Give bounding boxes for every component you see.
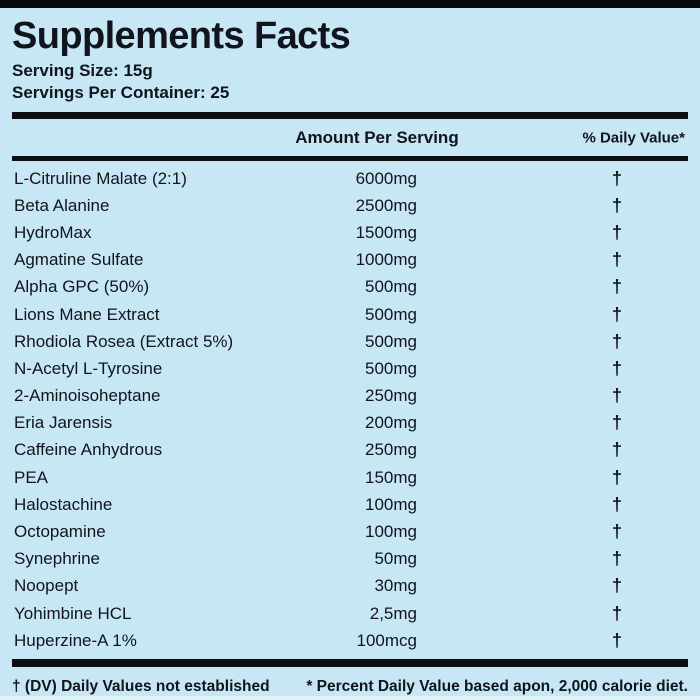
ingredient-amount: 500mg (365, 304, 417, 324)
ingredient-amount: 30mg (374, 576, 417, 596)
table-header-row: Amount Per Serving % Daily Value* (12, 119, 688, 156)
daily-value-dagger: † (611, 304, 622, 325)
serving-size-text: Serving Size: 15g (12, 61, 153, 80)
table-row: N-Acetyl L-Tyrosine 500mg † (12, 355, 688, 382)
ingredient-name: Agmatine Sulfate (14, 250, 144, 270)
ingredient-name: Huperzine-A 1% (14, 630, 137, 650)
daily-value-dagger: † (611, 222, 622, 243)
page-title: Supplements Facts (12, 15, 351, 57)
daily-value-dagger: † (611, 412, 622, 433)
daily-value-dagger: † (611, 575, 622, 596)
ingredient-amount: 500mg (365, 358, 417, 378)
header-divider (12, 156, 688, 161)
ingredient-name: Octopamine (14, 522, 106, 542)
ingredient-amount: 250mg (365, 440, 417, 460)
table-row: Huperzine-A 1% 100mcg † (12, 627, 688, 654)
daily-value-dagger: † (611, 548, 622, 569)
daily-value-dagger: † (611, 630, 622, 651)
ingredient-name: HydroMax (14, 222, 92, 242)
ingredient-name: 2-Aminoisoheptane (14, 386, 161, 406)
daily-value-header: % Daily Value* (582, 129, 685, 146)
table-row: Alpha GPC (50%) 500mg † (12, 274, 688, 301)
table-row: Eria Jarensis 200mg † (12, 410, 688, 437)
ingredient-name: Synephrine (14, 549, 101, 569)
ingredient-amount: 100mg (365, 494, 417, 514)
daily-value-dagger: † (611, 168, 622, 189)
dagger-footnote: † (DV) Daily Values not established (12, 678, 270, 696)
table-row: Agmatine Sulfate 1000mg † (12, 247, 688, 274)
ingredient-amount: 2500mg (355, 195, 417, 215)
table-row: Caffeine Anhydrous 250mg † (12, 437, 688, 464)
ingredient-amount: 100mg (365, 522, 417, 542)
table-row: Rhodiola Rosea (Extract 5%) 500mg † (12, 328, 688, 355)
daily-value-dagger: † (611, 521, 622, 542)
table-row: Lions Mane Extract 500mg † (12, 301, 688, 328)
daily-value-dagger: † (611, 439, 622, 460)
thick-divider-top (12, 112, 688, 119)
footnotes: † (DV) Daily Values not established * Pe… (12, 678, 688, 696)
ingredient-name: Noopept (14, 576, 79, 596)
ingredient-name: Alpha GPC (50%) (14, 277, 150, 297)
ingredient-name: N-Acetyl L-Tyrosine (14, 358, 163, 378)
servings-per-container-text: Servings Per Container: 25 (12, 83, 230, 102)
ingredient-name: Lions Mane Extract (14, 304, 160, 324)
ingredient-amount: 1500mg (355, 222, 417, 242)
table-row: L-Citruline Malate (2:1) 6000mg † (12, 165, 688, 192)
ingredient-name: Yohimbine HCL (14, 603, 132, 623)
daily-value-dagger: † (611, 331, 622, 352)
ingredient-name: Rhodiola Rosea (Extract 5%) (14, 331, 234, 351)
table-row: Noopept 30mg † (12, 573, 688, 600)
ingredient-name: Caffeine Anhydrous (14, 440, 163, 460)
thick-divider-bottom (12, 659, 688, 668)
ingredient-amount: 1000mg (355, 250, 417, 270)
table-row: Synephrine 50mg † (12, 546, 688, 573)
daily-value-dagger: † (611, 195, 622, 216)
ingredient-name: Halostachine (14, 494, 113, 514)
daily-value-dagger: † (611, 603, 622, 624)
percent-footnote: * Percent Daily Value based apon, 2,000 … (306, 678, 688, 696)
daily-value-dagger: † (611, 385, 622, 406)
table-row: PEA 150mg † (12, 464, 688, 491)
ingredient-table: L-Citruline Malate (2:1) 6000mg † Beta A… (12, 161, 688, 654)
ingredient-name: Eria Jarensis (14, 413, 113, 433)
ingredient-name: Beta Alanine (14, 195, 110, 215)
table-row: Halostachine 100mg † (12, 491, 688, 518)
table-row: HydroMax 1500mg † (12, 219, 688, 246)
ingredient-amount: 50mg (374, 549, 417, 569)
bottom-edge (0, 696, 700, 700)
ingredient-name: L-Citruline Malate (2:1) (14, 168, 187, 188)
ingredient-amount: 2,5mg (369, 603, 417, 623)
label-content: Supplements Facts Serving Size: 15g Serv… (0, 14, 700, 696)
ingredient-amount: 150mg (365, 467, 417, 487)
daily-value-dagger: † (611, 249, 622, 270)
table-row: Octopamine 100mg † (12, 518, 688, 545)
ingredient-amount: 100mcg (356, 630, 417, 650)
ingredient-amount: 200mg (365, 413, 417, 433)
table-row: Beta Alanine 2500mg † (12, 192, 688, 219)
ingredient-amount: 500mg (365, 277, 417, 297)
ingredient-amount: 6000mg (355, 168, 417, 188)
table-row: Yohimbine HCL 2,5mg † (12, 600, 688, 627)
ingredient-name: PEA (14, 467, 49, 487)
top-bar (0, 0, 700, 8)
daily-value-dagger: † (611, 494, 622, 515)
ingredient-amount: 500mg (365, 331, 417, 351)
amount-header: Amount Per Serving (295, 127, 459, 147)
daily-value-dagger: † (611, 276, 622, 297)
ingredient-amount: 250mg (365, 386, 417, 406)
daily-value-dagger: † (611, 358, 622, 379)
daily-value-dagger: † (611, 467, 622, 488)
table-row: 2-Aminoisoheptane 250mg † (12, 383, 688, 410)
